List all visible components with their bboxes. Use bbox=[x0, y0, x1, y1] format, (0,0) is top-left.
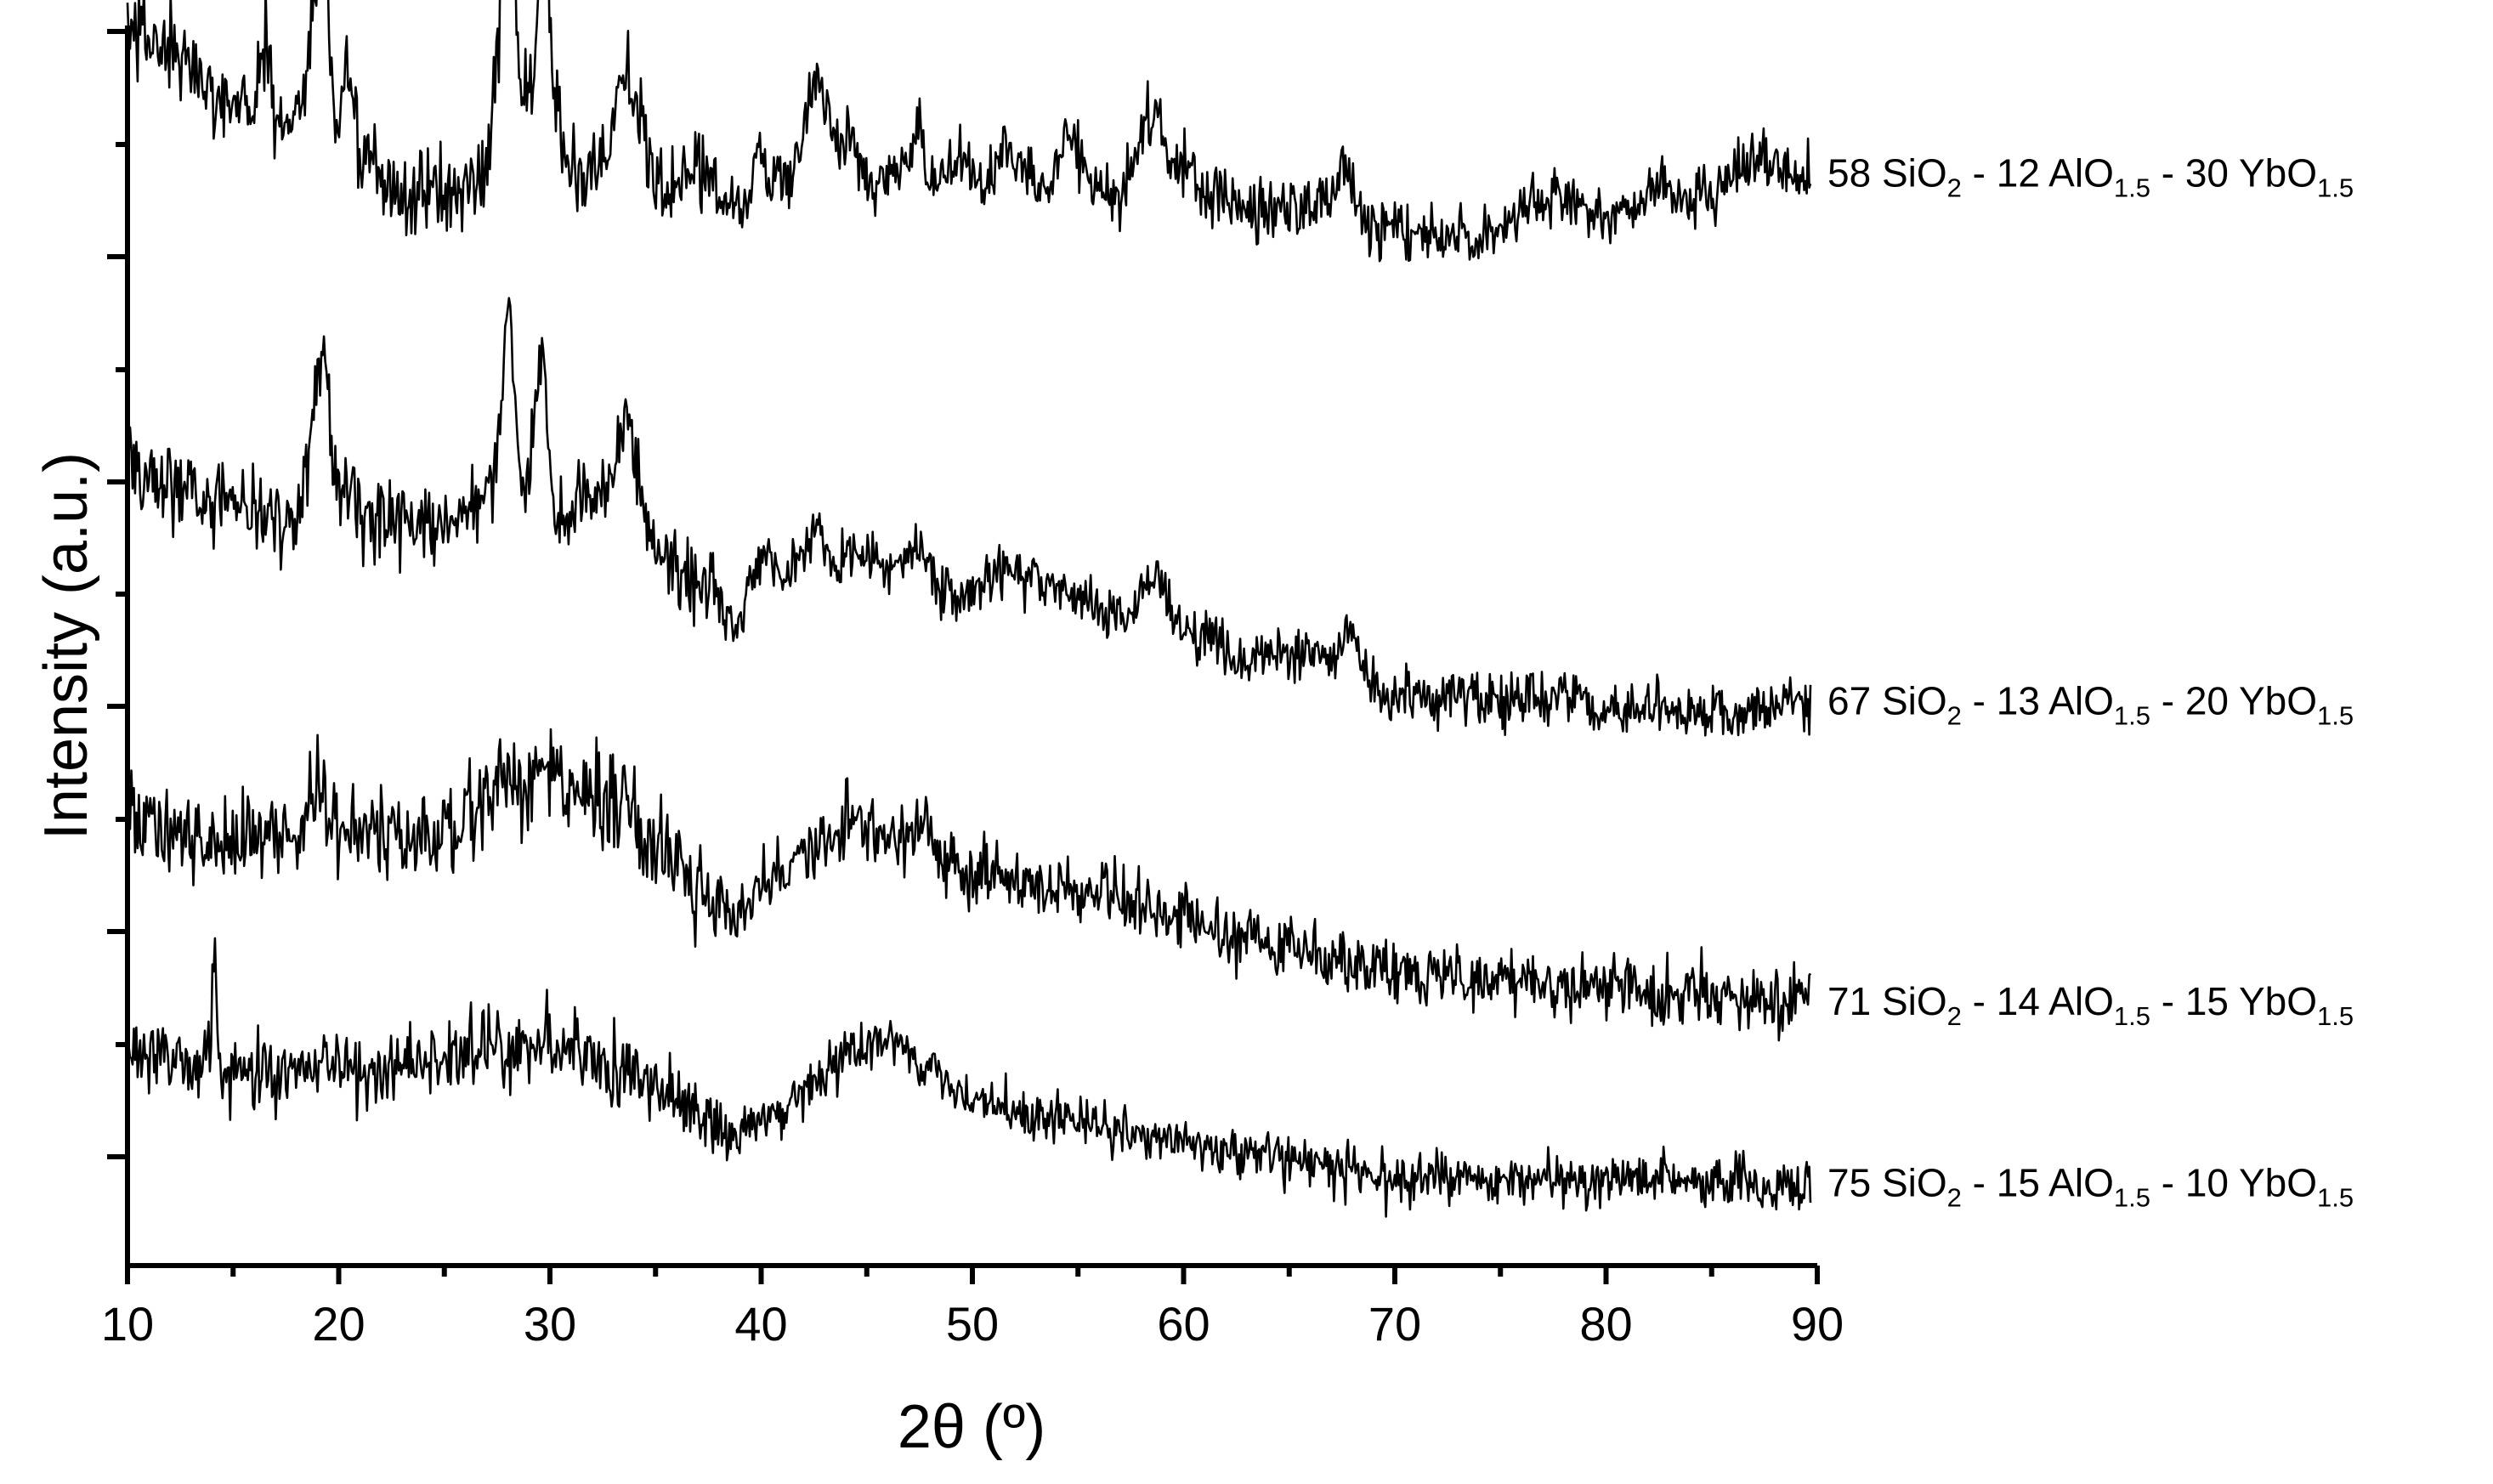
x-tick-label: 60 bbox=[1157, 1297, 1210, 1351]
series-label-3: 71 SiO2 - 14 AlO1.5 - 15 YbO1.5 bbox=[1827, 979, 2354, 1031]
xrd-trace-2 bbox=[126, 297, 1812, 737]
label-text: - 13 AlO bbox=[1962, 678, 2114, 722]
x-tick-label: 80 bbox=[1579, 1297, 1632, 1351]
label-subscript: 1.5 bbox=[2317, 173, 2354, 203]
label-text: 58 SiO bbox=[1827, 151, 1947, 195]
label-text: 71 SiO bbox=[1827, 979, 1947, 1023]
x-tick-label: 30 bbox=[524, 1297, 576, 1351]
xrd-trace-4 bbox=[126, 937, 1812, 1218]
x-axis-title: 2θ (º) bbox=[898, 1393, 1045, 1461]
label-subscript: 2 bbox=[1947, 1183, 1962, 1213]
x-tick-label: 20 bbox=[312, 1297, 365, 1351]
label-subscript: 2 bbox=[1947, 700, 1962, 730]
label-text: - 20 YbO bbox=[2150, 678, 2317, 722]
label-subscript: 1.5 bbox=[2317, 1183, 2354, 1213]
y-axis-title: Intensity (a.u.) bbox=[32, 452, 100, 840]
y-ticks bbox=[107, 29, 127, 1159]
x-tick-label: 50 bbox=[946, 1297, 999, 1351]
label-text: - 15 AlO bbox=[1962, 1161, 2114, 1205]
x-tick-label: 40 bbox=[734, 1297, 787, 1351]
label-text: - 14 AlO bbox=[1962, 979, 2114, 1023]
label-subscript: 1.5 bbox=[2317, 700, 2354, 730]
label-text: - 12 AlO bbox=[1962, 151, 2114, 195]
label-text: 75 SiO bbox=[1827, 1161, 1947, 1205]
xrd-trace-3 bbox=[126, 728, 1812, 1042]
xrd-traces bbox=[126, 0, 1812, 1218]
series-label-1: 58 SiO2 - 12 AlO1.5 - 30 YbO1.5 bbox=[1827, 151, 2354, 203]
label-subscript: 1.5 bbox=[2114, 700, 2150, 730]
label-text: 67 SiO bbox=[1827, 678, 1947, 722]
label-subscript: 1.5 bbox=[2114, 173, 2150, 203]
label-subscript: 2 bbox=[1947, 173, 1962, 203]
x-ticks: 10 20 30 40 50 60 70 80 90 bbox=[101, 1266, 1844, 1351]
x-tick-label: 10 bbox=[101, 1297, 154, 1351]
series-label-2: 67 SiO2 - 13 AlO1.5 - 20 YbO1.5 bbox=[1827, 678, 2354, 730]
label-subscript: 2 bbox=[1947, 1001, 1962, 1031]
label-subscript: 1.5 bbox=[2317, 1001, 2354, 1031]
series-label-4: 75 SiO2 - 15 AlO1.5 - 10 YbO1.5 bbox=[1827, 1161, 2354, 1213]
series-labels: 58 SiO2 - 12 AlO1.5 - 30 YbO1.567 SiO2 -… bbox=[1827, 151, 2354, 1213]
x-tick-label: 90 bbox=[1791, 1297, 1844, 1351]
label-text: - 10 YbO bbox=[2150, 1161, 2317, 1205]
label-subscript: 1.5 bbox=[2114, 1001, 2150, 1031]
label-subscript: 1.5 bbox=[2114, 1183, 2150, 1213]
label-text: - 15 YbO bbox=[2150, 979, 2317, 1023]
x-tick-label: 70 bbox=[1368, 1297, 1421, 1351]
label-text: - 30 YbO bbox=[2150, 151, 2317, 195]
xrd-trace-1 bbox=[126, 0, 1812, 263]
